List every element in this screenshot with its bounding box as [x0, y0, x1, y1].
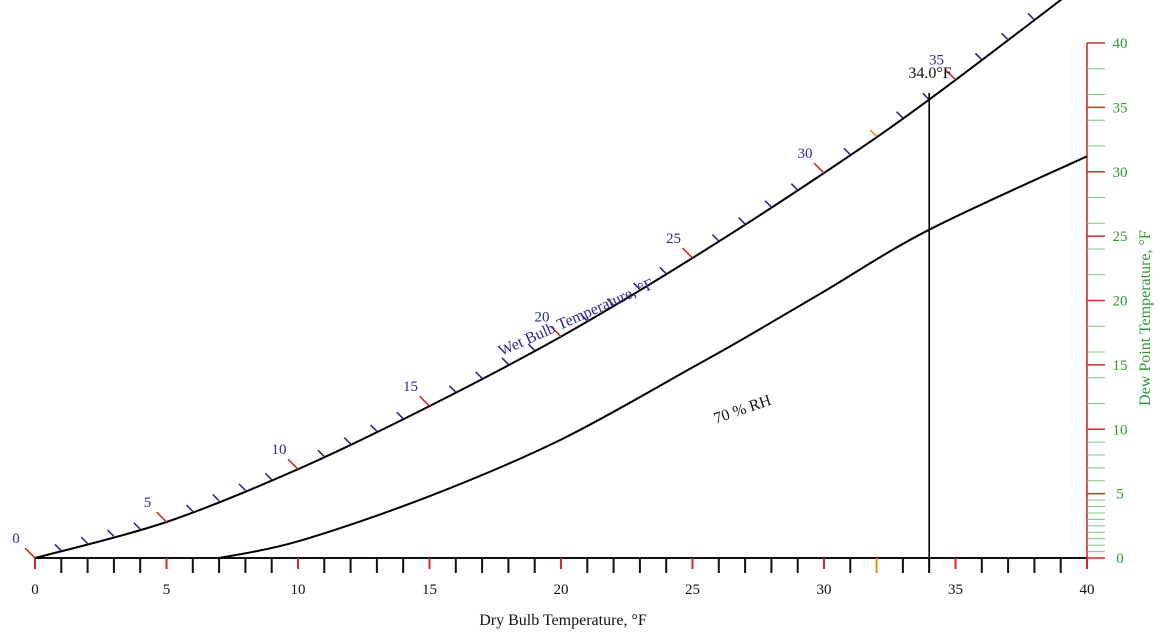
- wb-minor-tick: [448, 385, 457, 393]
- wb-minor-tick: [606, 298, 615, 306]
- rh-curve-label: 70 % RH: [712, 392, 774, 428]
- wb-tick-label: 0: [12, 531, 20, 547]
- y-tick-label: 30: [1113, 165, 1128, 181]
- wb-minor-tick: [738, 217, 746, 225]
- wb-major-tick: [945, 69, 957, 81]
- x-tick-label: 30: [817, 582, 832, 598]
- wb-major-tick: [24, 547, 36, 559]
- wb-minor-tick: [632, 282, 641, 290]
- wb-minor-tick: [895, 111, 904, 119]
- x-tick-label: 10: [291, 582, 306, 598]
- wb-major-tick: [156, 511, 168, 523]
- wb-tick-label: 5: [144, 495, 152, 511]
- wb-minor-tick: [659, 266, 667, 275]
- y-tick-label: 40: [1113, 36, 1128, 52]
- wb-tick-label: 35: [929, 53, 944, 69]
- x-tick-label: 15: [422, 582, 437, 598]
- x-tick-label: 20: [554, 582, 569, 598]
- wb-tick-label: 15: [403, 379, 418, 395]
- wb-minor-tick: [185, 504, 194, 512]
- saturation-curve: [34, 0, 1063, 559]
- y-tick-label: 5: [1116, 487, 1124, 503]
- wb-minor-tick: [54, 543, 62, 552]
- x-tick-label: 35: [948, 582, 963, 598]
- x-tick-label: 0: [31, 582, 39, 598]
- wb-major-tick: [287, 458, 299, 470]
- y-tick-label: 10: [1113, 422, 1128, 438]
- wb-tick-label: 30: [798, 146, 813, 162]
- wb-minor-tick: [501, 357, 509, 365]
- wb-minor-tick: [396, 411, 404, 420]
- wb-minor-tick: [922, 92, 930, 101]
- x-tick-label: 40: [1080, 582, 1095, 598]
- wb-minor-tick: [212, 493, 220, 502]
- y-tick-label: 15: [1113, 358, 1128, 374]
- wb-minor-tick: [343, 436, 352, 445]
- wb-tick-label: 20: [535, 310, 550, 326]
- wb-minor-tick: [974, 52, 983, 61]
- y-tick-label: 0: [1116, 551, 1124, 567]
- wb-tick-label: 10: [272, 442, 287, 458]
- wb-minor-tick: [133, 522, 141, 530]
- wb-minor-tick: [527, 343, 536, 352]
- x-axis: 0 5 10 15 20 25 30 35 40: [31, 557, 1095, 598]
- wb-major-tick: [682, 247, 694, 259]
- wb-minor-tick: [106, 529, 115, 537]
- wb-major-tick: [550, 326, 562, 338]
- rh-70-curve: [218, 155, 1088, 559]
- y-tick-label: 20: [1113, 294, 1128, 310]
- y-axis-title: Dew Point Temperature, °F: [1137, 230, 1154, 406]
- x-axis-title: Dry Bulb Temperature, °F: [479, 612, 647, 629]
- wb-major-tick: [419, 395, 431, 407]
- wb-minor-tick: [1001, 32, 1009, 41]
- wb-minor-tick: [238, 483, 246, 491]
- curves: [34, 0, 1088, 559]
- wb-minor-tick: [711, 234, 720, 242]
- dry-bulb-marker-label: 34.0°F: [908, 65, 951, 82]
- wet-bulb-title: Wet Bulb Temperature, °F: [496, 276, 657, 360]
- x-tick-label: 5: [163, 582, 171, 598]
- wb-minor-tick: [843, 147, 851, 156]
- y-tick-label: 25: [1113, 229, 1128, 245]
- wb-minor-tick: [317, 449, 325, 458]
- y-tick-label: 35: [1113, 100, 1128, 116]
- wb-minor-tick: [475, 371, 483, 379]
- y-axis: 0 5 10 15 20 25 30 35 40: [1086, 36, 1128, 567]
- wb-tick-label: 25: [666, 231, 681, 247]
- wb-major-tick: [813, 162, 825, 174]
- wb-minor-tick: [764, 200, 772, 208]
- wb-minor-tick: [790, 183, 799, 191]
- x-tick-label: 25: [685, 582, 700, 598]
- wb-minor-tick: [1027, 12, 1035, 21]
- wb-minor-tick: [80, 536, 89, 545]
- wb-minor-tick: [580, 313, 588, 322]
- wb-minor-tick: [869, 129, 878, 137]
- wb-minor-tick: [264, 472, 273, 481]
- wb-minor-tick: [369, 424, 378, 432]
